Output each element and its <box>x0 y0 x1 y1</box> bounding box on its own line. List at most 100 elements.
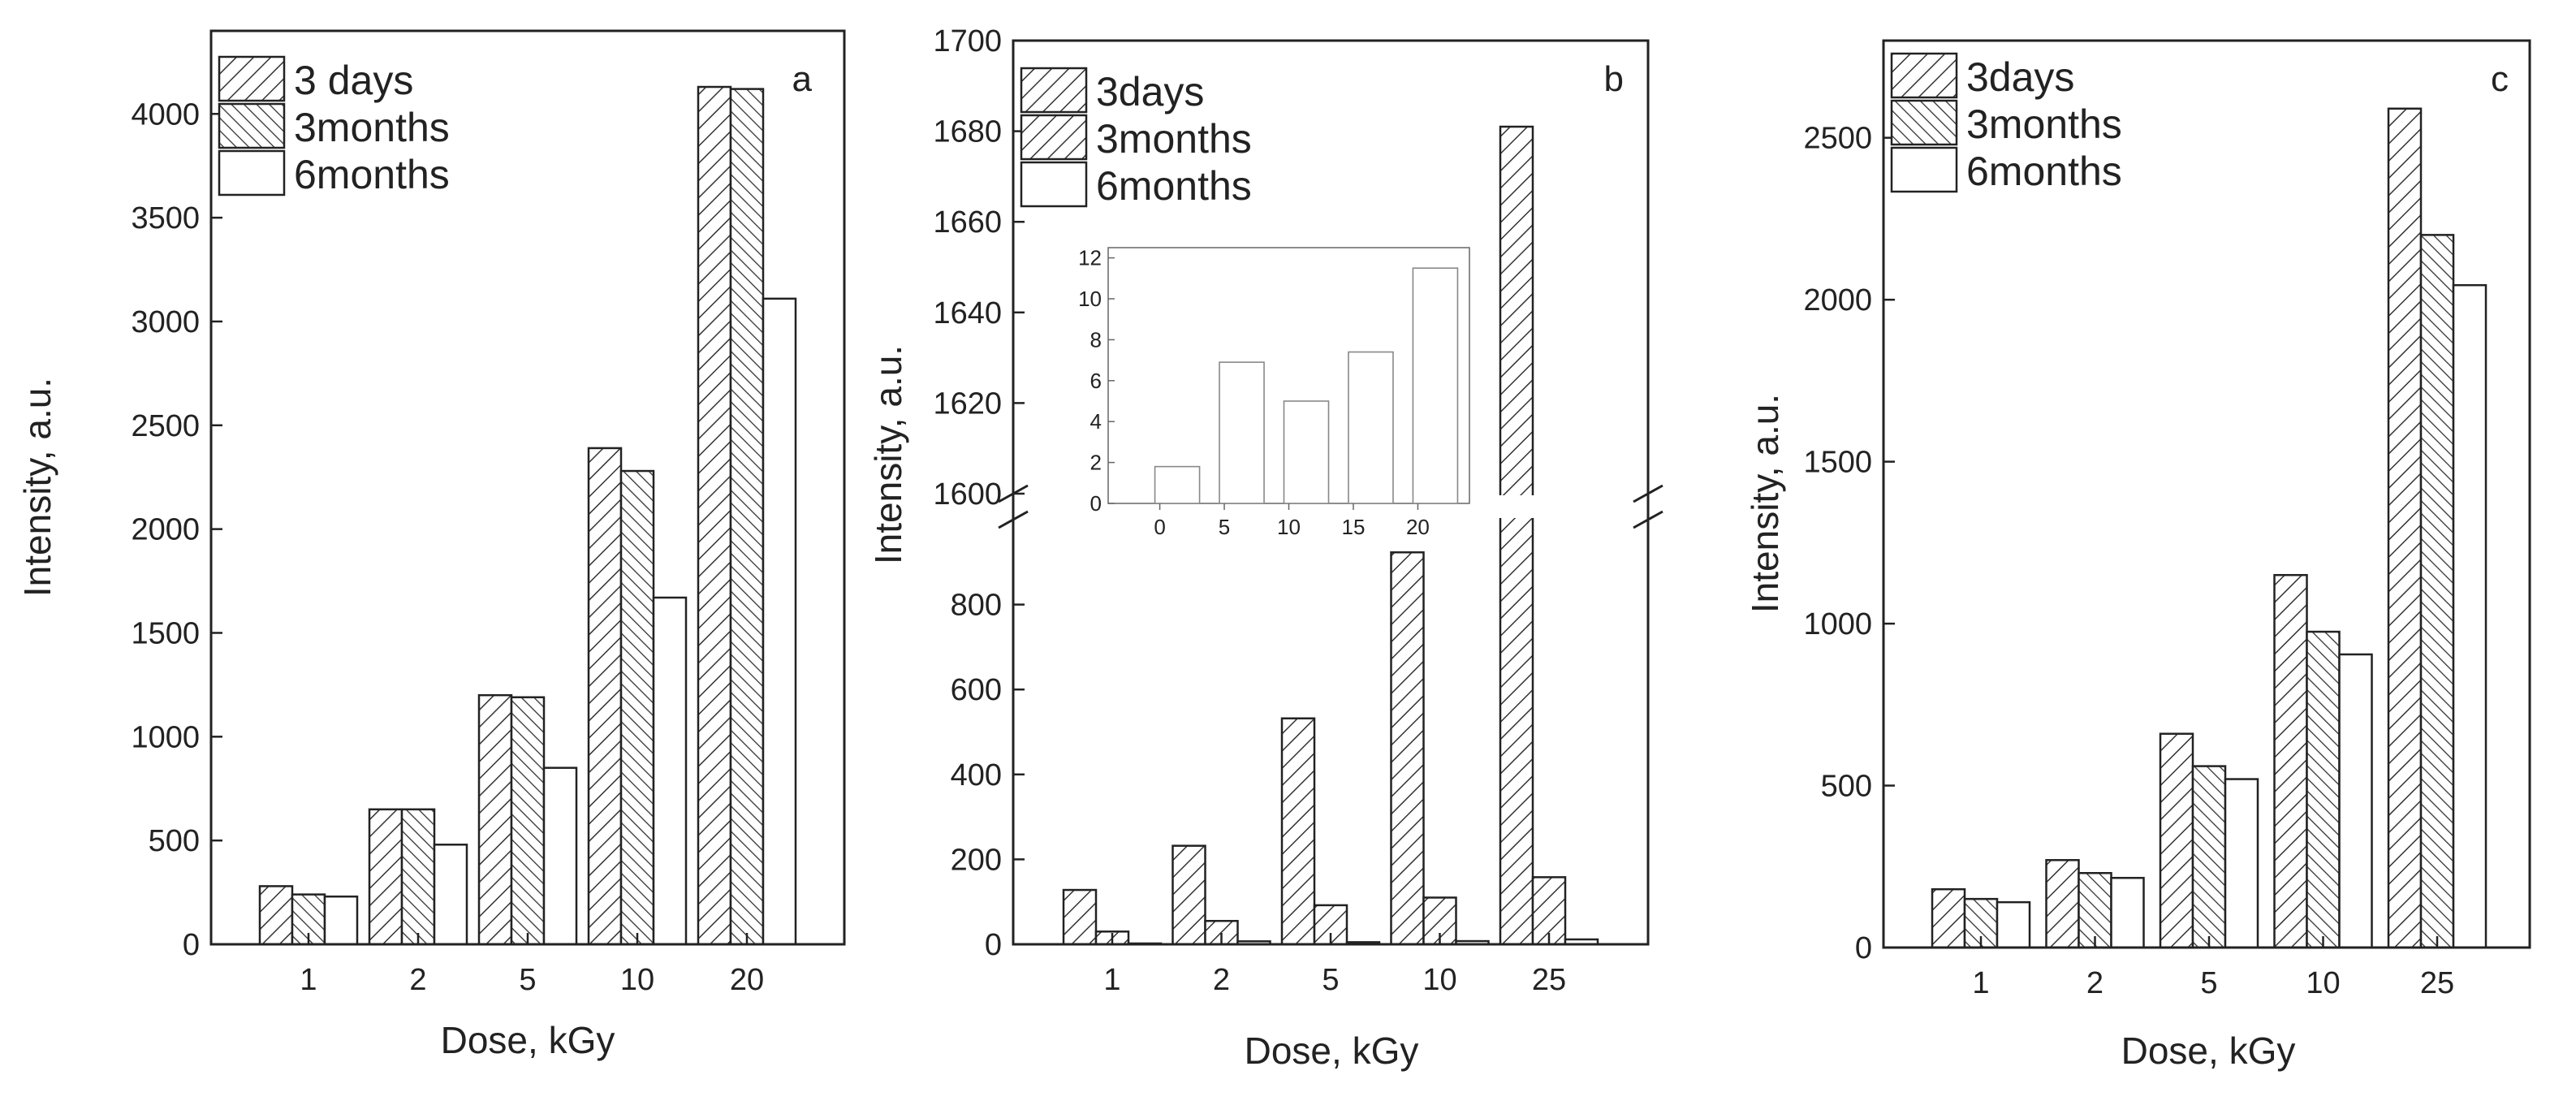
y-tick-label: 600 <box>951 673 1002 707</box>
bar-3months-5 <box>510 696 546 946</box>
bar-6months-2 <box>2110 876 2145 949</box>
inset-y-tick-label: 2 <box>1090 451 1102 475</box>
y-tick-label: 1600 <box>933 477 1002 512</box>
bar-6months-5 <box>2224 778 2259 949</box>
bar-6months-20 <box>762 297 797 946</box>
inset-bar-15 <box>1348 351 1394 504</box>
y-tick-label: 1640 <box>933 296 1002 330</box>
bar-3days-1 <box>1062 888 1098 946</box>
legend-label-3months: 3months <box>1096 116 1252 162</box>
x-tick-label: 10 <box>620 963 654 997</box>
y-tick-label: 2500 <box>131 409 200 443</box>
inset-y-tick-label: 12 <box>1078 246 1102 270</box>
inset-chart: 0 2 4 6 8 10 12 0 5 10 15 20 <box>1078 246 1470 539</box>
x-tick-label: 5 <box>1322 963 1339 997</box>
bar-6months-1 <box>1996 900 2031 949</box>
legend-swatch-3months <box>1020 114 1088 161</box>
x-tick-label: 25 <box>1532 963 1566 997</box>
bar-3-days-1 <box>258 885 294 946</box>
y-axis-label: Intensity, a.u. <box>1744 394 1786 613</box>
legend-swatch-3months <box>1890 99 1958 146</box>
plot-frame <box>1012 39 1650 946</box>
y-tick-label: 400 <box>951 758 1002 792</box>
x-tick-label: 20 <box>730 963 764 997</box>
legend-swatch-6months <box>1890 146 1958 193</box>
legend-label-3days: 3days <box>1966 54 2074 100</box>
bar-6months-1 <box>323 895 359 946</box>
bar-3months-25 <box>2419 234 2455 949</box>
legend-label-3days: 3days <box>1096 69 1204 114</box>
bar-3days-2 <box>1171 844 1206 946</box>
bar-3days-10 <box>2273 573 2308 949</box>
y-tick-label: 4000 <box>131 97 200 132</box>
x-tick-label: 2 <box>409 963 426 997</box>
bar-3days-5 <box>2159 732 2194 949</box>
y-tick-label: 2500 <box>1803 122 1872 156</box>
bar-3-days-5 <box>477 693 513 946</box>
x-tick-label: 10 <box>2306 966 2340 1000</box>
bar-6months-2 <box>433 844 468 946</box>
y-tick-label: 0 <box>183 928 200 962</box>
y-tick-label: 0 <box>1855 931 1872 965</box>
bar-3months-2 <box>400 808 436 946</box>
x-tick-label: 2 <box>1213 963 1230 997</box>
bar-3days-5 <box>1280 717 1316 946</box>
x-tick-label: 1 <box>1972 966 1989 1000</box>
y-tick-label: 200 <box>951 843 1002 877</box>
plot-frame <box>209 29 846 946</box>
panel-label: c <box>2491 59 2509 99</box>
legend-swatch-3days <box>1890 52 1958 99</box>
legend-swatch-3days <box>1020 67 1088 114</box>
inset-x-tick-label: 0 <box>1154 515 1165 539</box>
x-tick-label: 5 <box>2200 966 2217 1000</box>
x-tick-label: 2 <box>2086 966 2104 1000</box>
bar-3-days-20 <box>697 85 732 946</box>
y-tick-label: 2000 <box>131 513 200 547</box>
y-tick-label: 1000 <box>1803 607 1872 641</box>
inset-bar-5 <box>1219 361 1265 504</box>
inset-y-tick-label: 10 <box>1078 287 1102 311</box>
y-axis-label: Intensity, a.u. <box>16 378 58 597</box>
y-tick-label: 1680 <box>933 115 1002 149</box>
x-axis-label: Dose, kGy <box>1245 1030 1419 1072</box>
x-tick-label: 10 <box>1422 963 1456 997</box>
legend-label-6months: 6months <box>294 152 450 197</box>
y-tick-label: 3000 <box>131 305 200 339</box>
legend-swatch-3months <box>218 102 286 149</box>
inset-x-tick-label: 20 <box>1406 515 1430 539</box>
bar-3days-2 <box>2045 859 2080 949</box>
x-tick-label: 1 <box>300 963 317 997</box>
bar-3days-1 <box>1931 887 1966 949</box>
inset-x-tick-label: 5 <box>1219 515 1230 539</box>
bar-6months-5 <box>542 766 578 946</box>
y-tick-label: 1500 <box>131 616 200 650</box>
bar-3days-10 <box>1390 551 1425 946</box>
y-axis-label: Intensity, a.u. <box>867 345 909 564</box>
y-tick-label: 1700 <box>933 24 1002 58</box>
bar-6months-10 <box>2338 653 2373 949</box>
bar-3-days-2 <box>368 808 403 946</box>
legend-label-3months: 3months <box>294 105 450 150</box>
inset-bar-10 <box>1283 400 1330 504</box>
y-tick-label: 0 <box>985 928 1002 962</box>
inset-bar-0 <box>1154 465 1201 504</box>
legend-label-6months: 6months <box>1966 149 2122 194</box>
x-tick-label: 5 <box>519 963 536 997</box>
legend-label-3-days: 3 days <box>294 58 413 103</box>
inset-y-tick-label: 0 <box>1090 491 1102 516</box>
bar-3-days-10 <box>587 447 623 946</box>
panel-label: b <box>1604 59 1624 99</box>
inset-y-tick-label: 6 <box>1090 369 1102 393</box>
inset-bar-20 <box>1412 267 1459 504</box>
y-tick-label: 1500 <box>1803 446 1872 480</box>
y-tick-label: 3500 <box>131 201 200 235</box>
x-tick-label: 1 <box>1103 963 1120 997</box>
legend-swatch-6months <box>1020 161 1088 208</box>
inset-y-tick-label: 4 <box>1090 409 1102 434</box>
x-tick-label: 25 <box>2420 966 2454 1000</box>
